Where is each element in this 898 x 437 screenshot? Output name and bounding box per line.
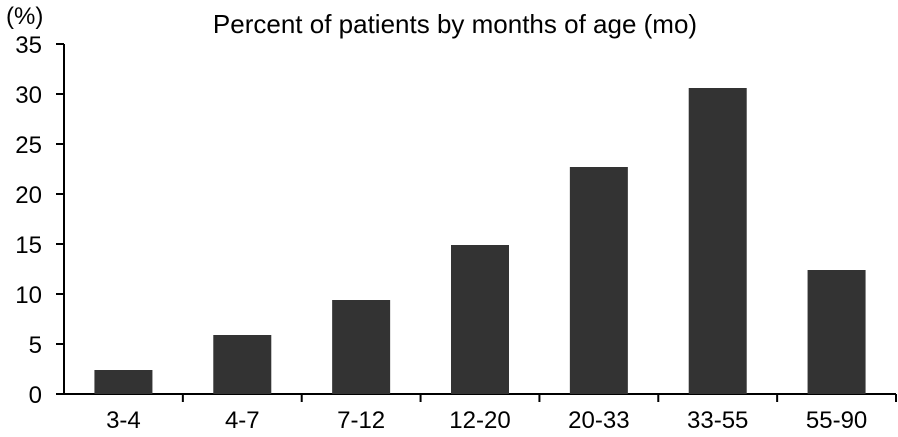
y-tick-label: 5	[29, 332, 42, 359]
bar	[332, 300, 391, 394]
plot-area: 0 5 10 15 20 25 30 35 3-4 4-7 7-12 12-20 20-33 33-55 5…	[15, 32, 897, 434]
x-category-label: 12-20	[449, 407, 510, 434]
x-category-label: 3-4	[106, 407, 141, 434]
y-tick-label: 0	[29, 382, 42, 409]
y-tick-label: 25	[15, 132, 42, 159]
bar	[213, 335, 272, 394]
bar	[807, 270, 866, 394]
bar	[94, 370, 153, 394]
y-tick-label: 35	[15, 32, 42, 59]
y-axis-unit-label: (%)	[6, 3, 43, 30]
bar	[451, 245, 509, 394]
x-category-label: 7-12	[337, 407, 385, 434]
x-category-label: 55-90	[806, 407, 867, 434]
x-category-label: 33-55	[687, 407, 748, 434]
y-tick-label: 15	[15, 232, 42, 259]
bar	[688, 88, 747, 394]
y-tick-label: 10	[15, 282, 42, 309]
y-tick-label: 20	[15, 182, 42, 209]
x-category-label: 20-33	[568, 407, 629, 434]
chart-title: Percent of patients by months of age (mo…	[213, 9, 697, 39]
y-tick-label: 30	[15, 82, 42, 109]
x-category-label: 4-7	[225, 407, 260, 434]
bar	[569, 167, 628, 394]
